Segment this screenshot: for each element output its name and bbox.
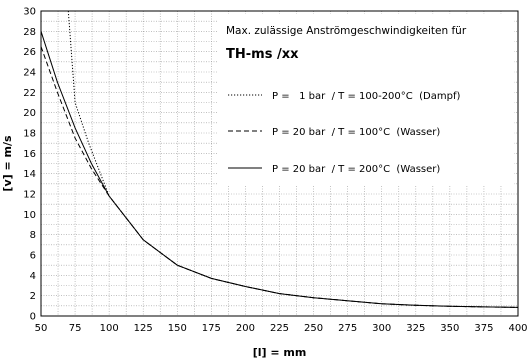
y-tick-label: 8 — [30, 230, 36, 241]
x-tick-label: 125 — [134, 323, 153, 334]
chart-title: Max. zulässige Anströmgeschwindigkeiten … — [226, 25, 467, 37]
x-tick-label: 300 — [372, 323, 391, 334]
x-tick-label: 150 — [168, 323, 187, 334]
legend-entries: P = 1 bar / T = 100-200°C (Dampf) P = 20 … — [228, 91, 460, 175]
legend-box — [218, 14, 514, 186]
series-line-dashed — [40, 46, 519, 308]
x-tick-label: 375 — [474, 323, 493, 334]
y-tick-label: 28 — [23, 27, 36, 38]
y-tick-label: 26 — [23, 47, 36, 58]
x-tick-label: 75 — [69, 323, 82, 334]
x-tick-label: 225 — [270, 323, 289, 334]
x-tick-label: 400 — [508, 323, 527, 334]
y-tick-label: 22 — [23, 88, 36, 99]
x-tick-label: 250 — [304, 323, 323, 334]
y-axis-label: [v] = m/s — [1, 135, 14, 192]
x-tick-label: 100 — [100, 323, 119, 334]
y-tick-label: 14 — [23, 169, 36, 180]
legend: Max. zulässige Anströmgeschwindigkeiten … — [218, 14, 514, 186]
plot-frame — [40, 10, 519, 317]
y-tick-label: 12 — [23, 190, 36, 201]
x-tick-label: 175 — [202, 323, 221, 334]
legend-entry-label: P = 20 bar / T = 100°C (Wasser) — [272, 127, 440, 138]
x-tick-label: 200 — [236, 323, 255, 334]
y-tick-label: 4 — [30, 271, 36, 282]
legend-entry-label: P = 1 bar / T = 100-200°C (Dampf) — [272, 91, 460, 102]
y-tick-label: 24 — [23, 68, 36, 79]
x-axis-label: [l] = mm — [253, 346, 307, 359]
y-tick-label: 2 — [30, 291, 36, 302]
y-tick-label: 20 — [23, 108, 36, 119]
y-tick-label: 0 — [30, 312, 36, 323]
x-tick-label: 275 — [338, 323, 357, 334]
series-group — [40, 10, 519, 308]
chart-subtitle: TH-ms /xx — [226, 47, 299, 62]
y-tick-label: 16 — [23, 149, 36, 160]
x-tick-label: 325 — [406, 323, 425, 334]
y-tick-label: 30 — [23, 7, 36, 18]
legend-entry-label: P = 20 bar / T = 200°C (Wasser) — [272, 164, 440, 175]
x-tick-label: 350 — [440, 323, 459, 334]
y-tick-label: 10 — [23, 210, 36, 221]
y-tick-label: 18 — [23, 129, 36, 140]
series-line-solid — [40, 31, 519, 308]
x-tick-label: 50 — [35, 323, 48, 334]
y-tick-label: 6 — [30, 251, 36, 262]
